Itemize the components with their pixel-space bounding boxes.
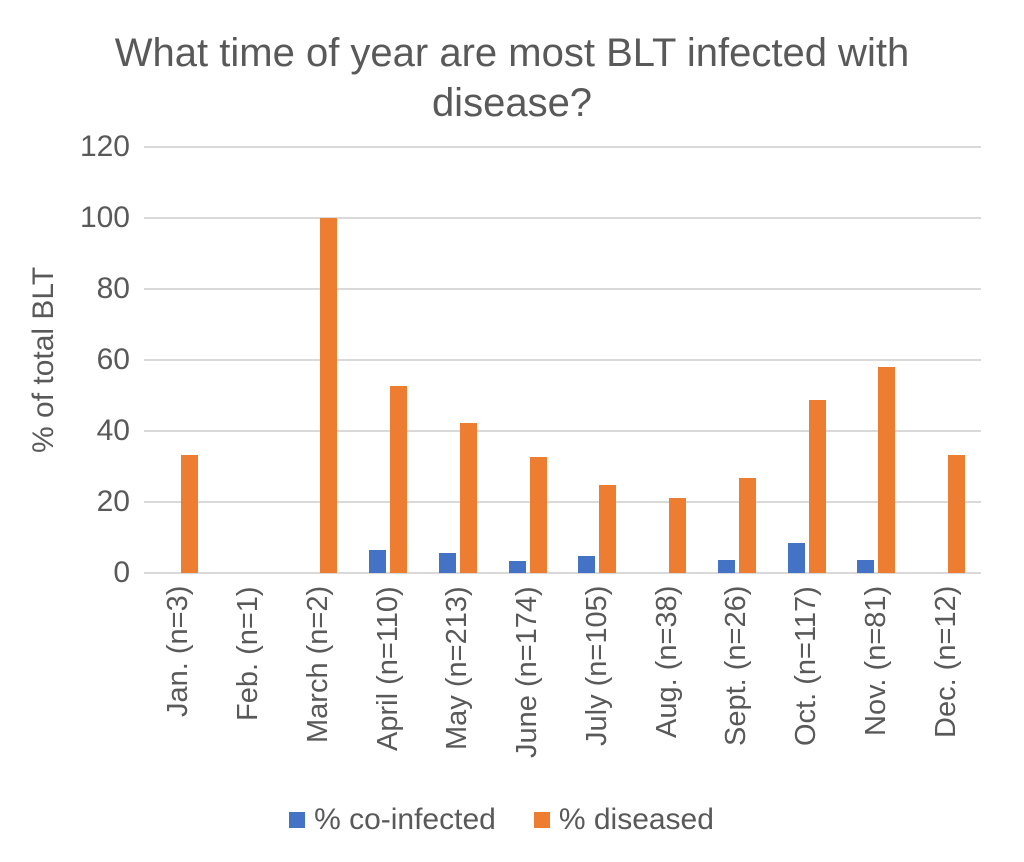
- chart-title: What time of year are most BLT infected …: [114, 31, 910, 125]
- legend-label: % co-infected: [314, 803, 496, 836]
- bar: [438, 553, 456, 573]
- bar: [878, 367, 896, 573]
- legend-item: % co-infected: [289, 803, 496, 837]
- legend-swatch-icon: [533, 812, 550, 828]
- legend: % co-infected % diseased: [0, 798, 1003, 842]
- bar: [857, 559, 875, 573]
- x-axis-label: Nov. (n=81): [859, 585, 892, 736]
- bar: [738, 477, 756, 573]
- bar: [787, 542, 805, 573]
- bar: [508, 560, 526, 573]
- x-axis-line: [144, 572, 981, 574]
- y-tick-label: 60: [96, 343, 130, 376]
- x-axis-label: Aug. (n=38): [650, 585, 683, 738]
- bar: [948, 454, 966, 573]
- gridline: [144, 288, 981, 290]
- y-tick-label: 0: [113, 556, 130, 589]
- y-tick-label: 120: [79, 130, 130, 163]
- bar: [808, 400, 826, 573]
- bar: [390, 385, 408, 573]
- bar: [529, 456, 547, 573]
- gridline: [144, 501, 981, 503]
- legend-swatch-icon: [289, 812, 306, 828]
- x-axis-label: July (n=105): [580, 585, 613, 746]
- bar: [717, 559, 735, 573]
- gridline: [144, 430, 981, 432]
- y-tick-label: 20: [96, 485, 130, 518]
- bar: [180, 454, 198, 573]
- gridline: [144, 146, 981, 148]
- bar: [320, 218, 338, 573]
- bar: [578, 555, 596, 573]
- x-axis-label: March (n=2): [301, 585, 334, 743]
- y-axis: 0 20 40 60 80 100 120: [0, 130, 130, 589]
- legend-item: % diseased: [533, 803, 714, 837]
- x-axis-label: June (n=174): [511, 586, 544, 758]
- y-tick-label: 80: [96, 272, 130, 305]
- legend-label: % diseased: [558, 803, 714, 836]
- x-axis-label: Dec. (n=12): [929, 585, 962, 738]
- gridline: [144, 217, 981, 219]
- gridline: [144, 359, 981, 361]
- bar: [669, 498, 687, 573]
- bar: [459, 422, 477, 573]
- y-tick-label: 100: [79, 201, 130, 234]
- bar: [599, 484, 617, 573]
- plot-area: [144, 146, 981, 574]
- x-axis-label: Jan. (n=3): [162, 585, 195, 717]
- bar: [369, 550, 387, 573]
- y-tick-label: 40: [96, 414, 130, 447]
- x-axis-label: April (n=110): [371, 586, 404, 751]
- x-axis-label: May (n=213): [441, 586, 474, 750]
- x-axis-label: Oct. (n=117): [790, 586, 823, 746]
- x-axis-label: Feb. (n=1): [232, 586, 265, 721]
- x-axis-label: Sept. (n=26): [720, 585, 753, 746]
